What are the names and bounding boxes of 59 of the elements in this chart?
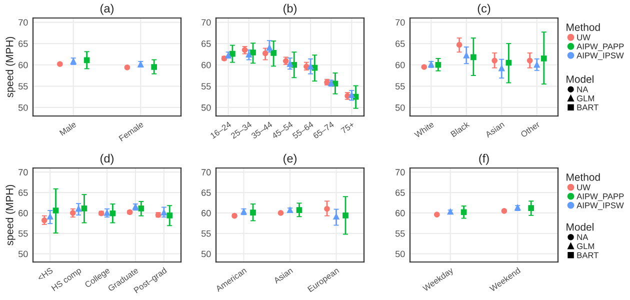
chart-title: (f) bbox=[479, 154, 489, 165]
text: Model bbox=[566, 223, 594, 231]
y-tick-label: 50 bbox=[201, 104, 211, 111]
legend-label: UW bbox=[577, 184, 590, 190]
y-tick-label: 60 bbox=[396, 62, 405, 68]
y-tick-label: 60 bbox=[202, 210, 211, 216]
x-tick-label: White bbox=[414, 121, 434, 138]
text: BART bbox=[577, 104, 598, 110]
y-tick-label: 60 bbox=[18, 210, 28, 216]
y-axis-title: speed (MPH) bbox=[6, 36, 16, 98]
y-tick-label: 70 bbox=[18, 19, 28, 26]
chart-title: (e) bbox=[284, 154, 296, 165]
y-tick-label: 50 bbox=[395, 250, 405, 258]
text: Model bbox=[566, 75, 594, 83]
y-tick-label: 65 bbox=[396, 189, 405, 196]
legend-title: Method bbox=[566, 23, 600, 31]
y-tick-label: 70 bbox=[396, 19, 405, 26]
y-tick-label: 65 bbox=[18, 189, 28, 196]
y-tick-label: 55 bbox=[18, 83, 28, 90]
x-tick-label: Male bbox=[59, 121, 77, 136]
legend-label: AIPW_PAPP bbox=[576, 44, 624, 51]
chart-title: (a) bbox=[100, 4, 114, 15]
legend-title: Method bbox=[566, 173, 600, 181]
y-tick-label: 55 bbox=[395, 83, 405, 90]
text: NA bbox=[577, 234, 588, 240]
legend-label: AIPW_PAPP bbox=[576, 194, 624, 201]
text: NA bbox=[577, 86, 588, 92]
chart-title: (d) bbox=[100, 154, 114, 165]
legend-label: UW bbox=[577, 34, 590, 40]
text: GLM bbox=[577, 243, 594, 250]
y-tick-label: 65 bbox=[202, 189, 211, 196]
y-tick-label: 70 bbox=[202, 169, 211, 176]
x-tick-label: <HS bbox=[37, 267, 54, 282]
text: GLM bbox=[577, 95, 594, 102]
y-tick-label: 70 bbox=[396, 169, 405, 176]
y-tick-label: 60 bbox=[18, 62, 28, 68]
x-tick-label: HS comp bbox=[51, 267, 83, 292]
chart-title: (b) bbox=[284, 4, 296, 15]
y-tick-label: 70 bbox=[18, 169, 28, 176]
legend-label: AIPW_IPSW bbox=[576, 52, 624, 60]
y-axis-title: speed (MPH) bbox=[6, 184, 16, 246]
y-tick-label: 55 bbox=[201, 83, 211, 90]
y-tick-label: 50 bbox=[18, 104, 28, 111]
y-tick-label: 65 bbox=[202, 40, 211, 47]
y-tick-label: 60 bbox=[202, 62, 211, 68]
y-tick-label: 55 bbox=[395, 230, 405, 237]
y-tick-label: 55 bbox=[201, 230, 211, 237]
y-tick-label: 60 bbox=[396, 210, 405, 216]
y-tick-label: 50 bbox=[18, 250, 28, 258]
y-tick-label: 50 bbox=[201, 250, 211, 258]
x-tick-label: 75+ bbox=[340, 121, 355, 134]
y-tick-label: 55 bbox=[18, 230, 28, 237]
y-tick-label: 50 bbox=[395, 104, 405, 111]
text: BART bbox=[577, 252, 598, 258]
y-tick-label: 65 bbox=[18, 40, 28, 47]
y-tick-label: 70 bbox=[202, 19, 211, 26]
legend-label: AIPW_IPSW bbox=[576, 202, 624, 210]
chart-title: (c) bbox=[478, 4, 490, 15]
y-tick-label: 65 bbox=[396, 40, 405, 47]
